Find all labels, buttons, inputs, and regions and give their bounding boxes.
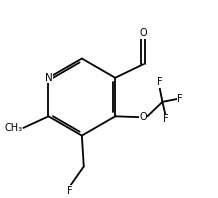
Text: F: F <box>157 77 162 87</box>
Text: F: F <box>177 94 182 104</box>
Text: O: O <box>139 112 147 122</box>
Text: O: O <box>139 28 147 38</box>
Text: CH₃: CH₃ <box>4 123 22 133</box>
Text: N: N <box>45 73 52 83</box>
Text: F: F <box>162 114 168 124</box>
Text: F: F <box>68 186 73 196</box>
